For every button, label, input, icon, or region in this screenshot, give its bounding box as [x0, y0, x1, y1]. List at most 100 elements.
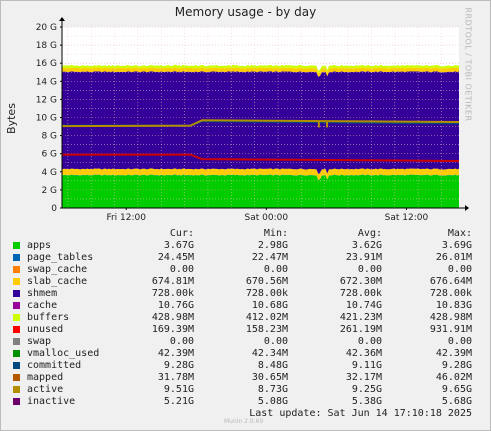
legend-value-cur: 9.28G	[163, 360, 194, 371]
legend-value-cur: 31.78M	[157, 372, 194, 383]
legend-value-cur: 3.67G	[163, 240, 194, 251]
line-active	[61, 119, 460, 128]
legend-swatch	[13, 302, 20, 309]
legend-item-committed: committed 9.28G 8.48G 9.11G 9.28G	[12, 360, 482, 372]
legend-item-cache: cache 10.76G 10.68G 10.74G 10.83G	[12, 300, 482, 312]
legend-value-max: 0.00	[447, 264, 472, 275]
legend-label: apps	[27, 240, 52, 251]
legend-value-avg: 261.19M	[339, 324, 382, 335]
legend-value-min: 412.02M	[245, 312, 288, 323]
legend-label: shmem	[27, 288, 58, 299]
legend-value-avg: 3.62G	[351, 240, 382, 251]
y-axis-arrow	[59, 17, 65, 21]
legend-value-max: 42.39M	[435, 348, 472, 359]
x-axis-arrow	[465, 205, 469, 211]
legend-value-avg: 42.36M	[345, 348, 382, 359]
legend-value-avg: 672.30M	[339, 276, 382, 287]
y-axis-label: Bytes	[4, 103, 18, 134]
legend-swatch	[13, 386, 20, 393]
legend-swatch	[13, 338, 20, 345]
line-inactive	[62, 153, 460, 162]
legend-value-min: 670.56M	[245, 276, 288, 287]
legend-value-avg: 9.25G	[351, 384, 382, 395]
legend-swatch	[13, 350, 20, 357]
legend-value-min: 0.00	[263, 336, 288, 347]
legend-value-min: 2.98G	[257, 240, 288, 251]
legend-label: unused	[27, 324, 64, 335]
legend-value-max: 46.02M	[435, 372, 472, 383]
legend-value-min: 5.08G	[257, 396, 288, 407]
legend-value-max: 9.28G	[441, 360, 472, 371]
legend-header-avg: Avg:	[357, 228, 382, 239]
legend-value-cur: 728.00k	[151, 288, 194, 299]
legend-swatch	[13, 314, 20, 321]
y-tick-label: 2 G	[41, 186, 57, 196]
legend-swatch	[13, 290, 20, 297]
legend-value-max: 728.00k	[429, 288, 472, 299]
legend-value-avg: 32.17M	[345, 372, 382, 383]
legend-item-swap-cache: swap_cache 0.00 0.00 0.00 0.00	[12, 264, 482, 276]
area-apps	[62, 174, 459, 208]
legend-value-avg: 728.00k	[339, 288, 382, 299]
legend-value-max: 5.68G	[441, 396, 472, 407]
legend-value-min: 158.23M	[245, 324, 288, 335]
legend-value-min: 30.65M	[251, 372, 288, 383]
legend-value-min: 8.48G	[257, 360, 288, 371]
legend-label: swap	[27, 336, 52, 347]
y-tick-label: 14 G	[36, 77, 57, 87]
legend-value-cur: 24.45M	[157, 252, 194, 263]
legend-label: slab_cache	[27, 276, 88, 287]
legend-value-max: 26.01M	[435, 252, 472, 263]
legend-label: swap_cache	[27, 264, 88, 275]
y-tick-label: 8 G	[41, 132, 57, 142]
x-tick-label: Fri 12:00	[106, 213, 146, 223]
legend-value-max: 0.00	[447, 336, 472, 347]
legend-value-avg: 10.74G	[345, 300, 382, 311]
legend-value-max: 9.65G	[441, 384, 472, 395]
legend-value-min: 8.73G	[257, 384, 288, 395]
legend-value-min: 42.34M	[251, 348, 288, 359]
y-tick-label: 20 G	[36, 23, 57, 33]
legend-label: active	[27, 384, 64, 395]
legend-swatch	[13, 254, 20, 261]
legend-item-mapped: mapped 31.78M 30.65M 32.17M 46.02M	[12, 372, 482, 384]
legend-label: inactive	[27, 396, 76, 407]
legend-value-cur: 0.00	[169, 264, 194, 275]
legend-item-page-tables: page_tables 24.45M 22.47M 23.91M 26.01M	[12, 252, 482, 264]
legend-item-active: active 9.51G 8.73G 9.25G 9.65G	[12, 384, 482, 396]
legend-rows: apps 3.67G 2.98G 3.62G 3.69G page_tables 24.45…	[12, 240, 482, 408]
last-update: Last update: Sat Jun 14 17:10:18 2025	[249, 408, 472, 419]
legend: Cur: Min: Avg: Max: apps 3.67G 2.98G 3.62G 3…	[12, 228, 482, 408]
munin-version: Munin 2.0.69	[224, 418, 264, 425]
legend-label: cache	[27, 300, 58, 311]
legend-header: Cur: Min: Avg: Max:	[12, 228, 482, 240]
legend-value-max: 3.69G	[441, 240, 472, 251]
legend-label: page_tables	[27, 252, 94, 263]
legend-item-swap: swap 0.00 0.00 0.00 0.00	[12, 336, 482, 348]
legend-value-cur: 428.98M	[151, 312, 194, 323]
legend-value-cur: 0.00	[169, 336, 194, 347]
legend-value-cur: 10.76G	[157, 300, 194, 311]
legend-value-min: 22.47M	[251, 252, 288, 263]
legend-value-avg: 0.00	[357, 264, 382, 275]
legend-value-cur: 674.81M	[151, 276, 194, 287]
legend-item-inactive: inactive 5.21G 5.08G 5.38G 5.68G	[12, 396, 482, 408]
legend-header-min: Min:	[263, 228, 288, 239]
legend-label: mapped	[27, 372, 64, 383]
x-tick-label: Sat 00:00	[245, 213, 289, 223]
legend-swatch	[13, 266, 20, 273]
legend-label: buffers	[27, 312, 70, 323]
legend-header-max: Max:	[447, 228, 472, 239]
y-tick-label: 0	[51, 204, 57, 214]
legend-value-avg: 0.00	[357, 336, 382, 347]
legend-value-max: 931.91M	[429, 324, 472, 335]
y-tick-label: 16 G	[36, 59, 57, 69]
legend-value-avg: 23.91M	[345, 252, 382, 263]
legend-value-max: 676.64M	[429, 276, 472, 287]
x-tick-label: Sat 12:00	[385, 213, 429, 223]
legend-header-cur: Cur:	[169, 228, 194, 239]
y-tick-label: 12 G	[36, 95, 57, 105]
legend-value-max: 10.83G	[435, 300, 472, 311]
legend-value-avg: 9.11G	[351, 360, 382, 371]
